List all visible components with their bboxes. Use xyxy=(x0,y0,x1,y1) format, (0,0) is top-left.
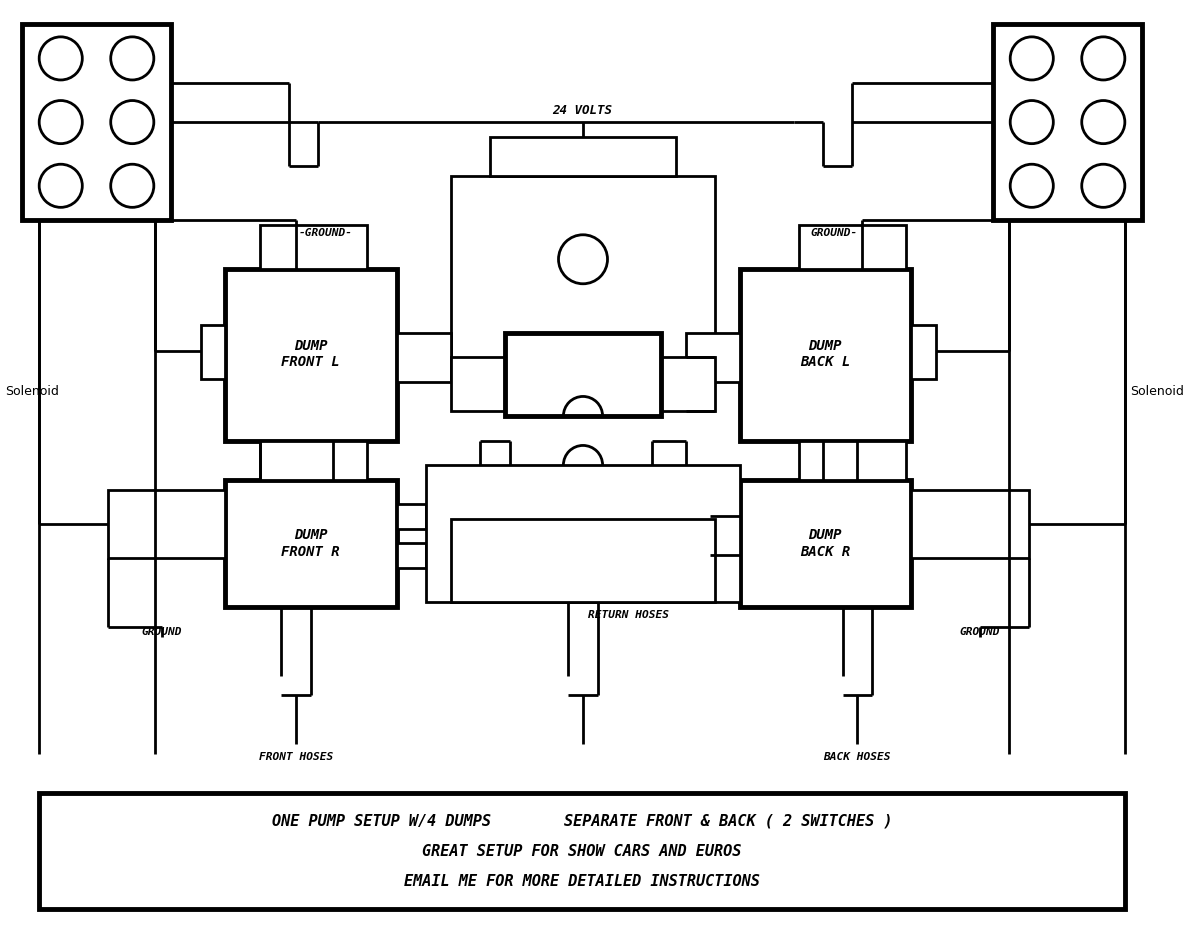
Bar xyxy=(710,544,740,568)
Circle shape xyxy=(110,164,153,207)
Text: GROUND: GROUND xyxy=(141,627,182,637)
Circle shape xyxy=(39,36,82,80)
Bar xyxy=(450,358,715,411)
Bar xyxy=(108,489,226,559)
Text: DUMP
FRONT L: DUMP FRONT L xyxy=(282,339,340,370)
Circle shape xyxy=(39,101,82,144)
Bar xyxy=(992,24,1143,220)
Bar xyxy=(798,225,906,269)
Text: GREAT SETUP FOR SHOW CARS AND EUROS: GREAT SETUP FOR SHOW CARS AND EUROS xyxy=(423,843,741,858)
Bar xyxy=(798,441,906,480)
Text: DUMP
FRONT R: DUMP FRONT R xyxy=(282,529,340,559)
Text: EMAIL ME FOR MORE DETAILED INSTRUCTIONS: EMAIL ME FOR MORE DETAILED INSTRUCTIONS xyxy=(404,874,760,889)
Bar xyxy=(450,176,715,362)
Bar xyxy=(505,333,662,416)
Bar xyxy=(397,333,450,382)
Bar xyxy=(397,544,426,568)
Circle shape xyxy=(110,101,153,144)
Circle shape xyxy=(1010,164,1054,207)
Text: GROUND: GROUND xyxy=(960,627,1000,637)
Text: DUMP
BACK R: DUMP BACK R xyxy=(800,529,851,559)
Bar xyxy=(911,325,936,379)
Bar xyxy=(201,325,226,379)
Text: Solenoid: Solenoid xyxy=(5,385,58,398)
Circle shape xyxy=(39,164,82,207)
Circle shape xyxy=(558,234,607,284)
Bar xyxy=(911,489,1029,559)
Bar xyxy=(226,269,397,441)
Bar xyxy=(740,269,911,441)
Circle shape xyxy=(1082,36,1125,80)
Bar xyxy=(710,504,740,529)
Circle shape xyxy=(1010,36,1054,80)
Bar xyxy=(397,504,426,529)
Circle shape xyxy=(1010,101,1054,144)
Circle shape xyxy=(1082,101,1125,144)
Text: 24 VOLTS: 24 VOLTS xyxy=(552,105,612,117)
Circle shape xyxy=(1082,164,1125,207)
Bar xyxy=(226,480,397,607)
Text: ONE PUMP SETUP W/4 DUMPS        SEPARATE FRONT & BACK ( 2 SWITCHES ): ONE PUMP SETUP W/4 DUMPS SEPARATE FRONT … xyxy=(272,814,892,828)
Text: DUMP
BACK L: DUMP BACK L xyxy=(800,339,851,370)
Circle shape xyxy=(110,36,153,80)
Bar xyxy=(489,136,676,176)
Bar xyxy=(450,519,715,602)
Bar xyxy=(21,24,171,220)
Bar xyxy=(740,480,911,607)
Bar xyxy=(39,793,1125,909)
Bar xyxy=(260,441,367,480)
Text: Solenoid: Solenoid xyxy=(1130,385,1183,398)
Text: GROUND-: GROUND- xyxy=(810,228,858,238)
Bar xyxy=(260,225,367,269)
Text: -GROUND-: -GROUND- xyxy=(299,228,353,238)
Bar xyxy=(426,465,740,602)
Text: RETURN HOSES: RETURN HOSES xyxy=(588,610,669,620)
Text: BACK HOSES: BACK HOSES xyxy=(823,752,891,762)
Text: FRONT HOSES: FRONT HOSES xyxy=(259,752,333,762)
Bar xyxy=(685,333,740,382)
